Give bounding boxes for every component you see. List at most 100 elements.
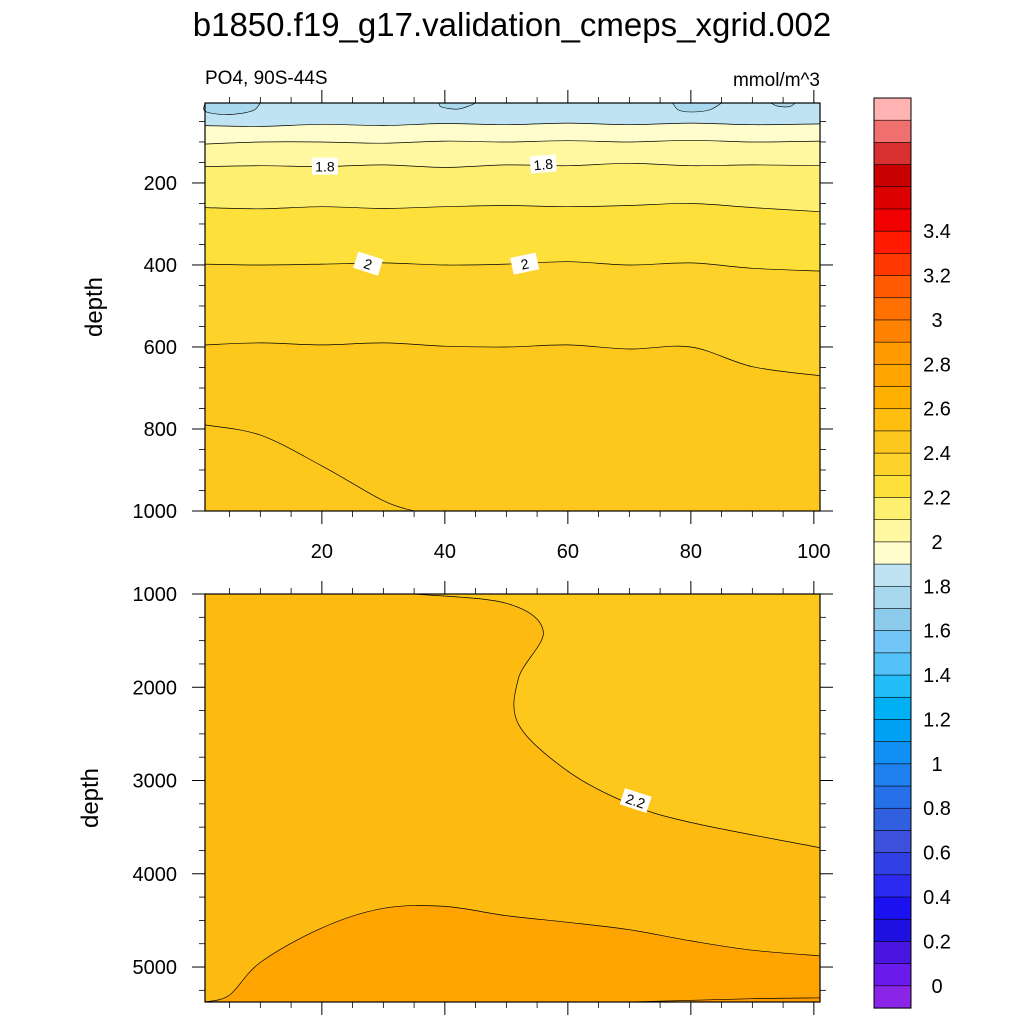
colorbar-swatch xyxy=(873,763,912,787)
top-contour-label: 2 xyxy=(353,251,384,276)
top-xtick-label: 100 xyxy=(797,541,830,563)
colorbar-label: 1.4 xyxy=(923,665,951,687)
bottom-panel: 2.2 1000 2000 3000 4000 5000 xyxy=(133,581,833,1015)
top-contour-label: 2 xyxy=(510,252,540,275)
colorbar-swatch xyxy=(873,142,912,166)
top-xtick-label: 60 xyxy=(557,541,579,563)
colorbar-swatch xyxy=(873,119,912,143)
top-band-fill xyxy=(205,342,820,511)
colorbar-label: 1 xyxy=(931,754,942,776)
colorbar-label: 2 xyxy=(931,532,942,554)
top-ytick-label: 600 xyxy=(144,337,177,359)
colorbar-label: 2.4 xyxy=(923,443,951,465)
colorbar-swatch xyxy=(873,674,912,698)
bottom-ytick-label: 5000 xyxy=(133,957,178,979)
colorbar-swatch xyxy=(873,497,912,521)
colorbar-swatch xyxy=(873,97,912,121)
chart-title: b1850.f19_g17.validation_cmeps_xgrid.002 xyxy=(193,6,831,43)
colorbar-swatch xyxy=(873,985,912,1009)
colorbar-swatch xyxy=(873,696,912,721)
bottom-panel-frame xyxy=(204,593,821,1003)
top-panel-frame xyxy=(204,102,821,512)
colorbar-swatch xyxy=(873,297,912,321)
bottom-ytick-label: 1000 xyxy=(133,584,178,606)
bottom-band-fill xyxy=(414,594,820,848)
bottom-contour-line xyxy=(629,997,821,1003)
colorbar-swatch xyxy=(873,918,912,943)
top-band-patch xyxy=(770,102,797,108)
colorbar-swatch xyxy=(873,319,912,343)
colorbar-label: 1.2 xyxy=(923,710,951,732)
colorbar-label: 0.6 xyxy=(923,843,951,865)
colorbar-swatch xyxy=(873,430,912,454)
colorbar-swatch xyxy=(873,519,912,543)
top-ytick-label: 800 xyxy=(144,419,177,441)
bottom-contour-line xyxy=(414,593,821,849)
colorbar-swatch xyxy=(873,585,912,610)
left-subtitle: PO4, 90S-44S xyxy=(205,68,328,89)
colorbar-label: 3 xyxy=(931,310,942,332)
bottom-contour-line xyxy=(204,905,821,1003)
units-label: mmol/m^3 xyxy=(733,70,820,91)
top-contour-label: 1.8 xyxy=(311,157,338,175)
top-ytick-label: 400 xyxy=(144,255,177,277)
colorbar-label: 1.8 xyxy=(923,576,951,598)
colorbar-label: 3.4 xyxy=(923,221,951,243)
top-ytick-label: 1000 xyxy=(133,501,178,523)
colorbar-swatch xyxy=(873,941,912,965)
bottom-ytick-label: 2000 xyxy=(133,677,178,699)
svg-text:1.8: 1.8 xyxy=(533,156,554,174)
top-contour-line xyxy=(204,203,821,213)
colorbar-label: 0.4 xyxy=(923,887,951,909)
colorbar-label: 3.2 xyxy=(923,266,951,288)
colorbar-label: 2.6 xyxy=(923,399,951,421)
colorbar-swatch xyxy=(873,807,912,832)
colorbar-swatch xyxy=(873,652,912,676)
top-xtick-label: 20 xyxy=(311,541,333,563)
top-band-fill xyxy=(205,424,415,511)
colorbar-label: 0.2 xyxy=(923,931,951,953)
top-band-patch xyxy=(438,102,476,110)
colorbar-swatch xyxy=(873,186,912,210)
colorbar-swatch xyxy=(873,341,912,365)
top-band-patch xyxy=(671,102,723,113)
top-contour-label: 1.8 xyxy=(529,154,557,174)
colorbar-swatch xyxy=(873,408,912,432)
colorbar-swatch xyxy=(873,253,912,277)
bottom-ytick-label: 4000 xyxy=(133,864,178,886)
svg-text:2: 2 xyxy=(519,255,530,272)
colorbar-label: 0.8 xyxy=(923,798,951,820)
colorbar-swatch xyxy=(873,164,912,188)
top-contour-line xyxy=(204,261,821,272)
colorbar-label: 2.2 xyxy=(923,488,951,510)
top-contour-line xyxy=(204,342,821,377)
colorbar-swatch xyxy=(873,208,912,232)
colorbar-label: 1.6 xyxy=(923,621,951,643)
colorbar-swatch xyxy=(873,275,912,299)
colorbar-swatch xyxy=(873,741,912,765)
svg-text:2.2: 2.2 xyxy=(624,790,648,811)
top-ytick-label: 200 xyxy=(144,173,177,195)
colorbar-swatch xyxy=(873,719,912,743)
colorbar-swatch xyxy=(873,830,912,854)
colorbar: 0 0.2 0.4 0.6 0.8 1 1.2 1.4 1.6 1.8 2 2.2 2.4 2.6 2.8 3… xyxy=(873,97,951,1009)
colorbar-swatch xyxy=(873,874,912,898)
colorbar-swatch xyxy=(873,896,912,920)
colorbar-swatch xyxy=(873,963,912,987)
colorbar-swatch xyxy=(873,386,912,410)
bottom-band-fill xyxy=(205,905,820,1002)
colorbar-swatch xyxy=(873,475,912,499)
colorbar-label: 2.8 xyxy=(923,354,951,376)
top-contour-line xyxy=(204,162,821,168)
colorbar-swatch xyxy=(873,852,912,876)
top-xtick-label: 40 xyxy=(434,541,456,563)
colorbar-frame xyxy=(873,97,912,1009)
top-contour-line xyxy=(204,139,821,145)
colorbar-label: 0 xyxy=(931,976,942,998)
bottom-contour-label: 2.2 xyxy=(619,788,652,813)
colorbar-swatch xyxy=(873,630,912,654)
colorbar-swatch xyxy=(873,230,912,254)
colorbar-swatch xyxy=(873,452,912,476)
colorbar-swatch xyxy=(873,563,912,587)
